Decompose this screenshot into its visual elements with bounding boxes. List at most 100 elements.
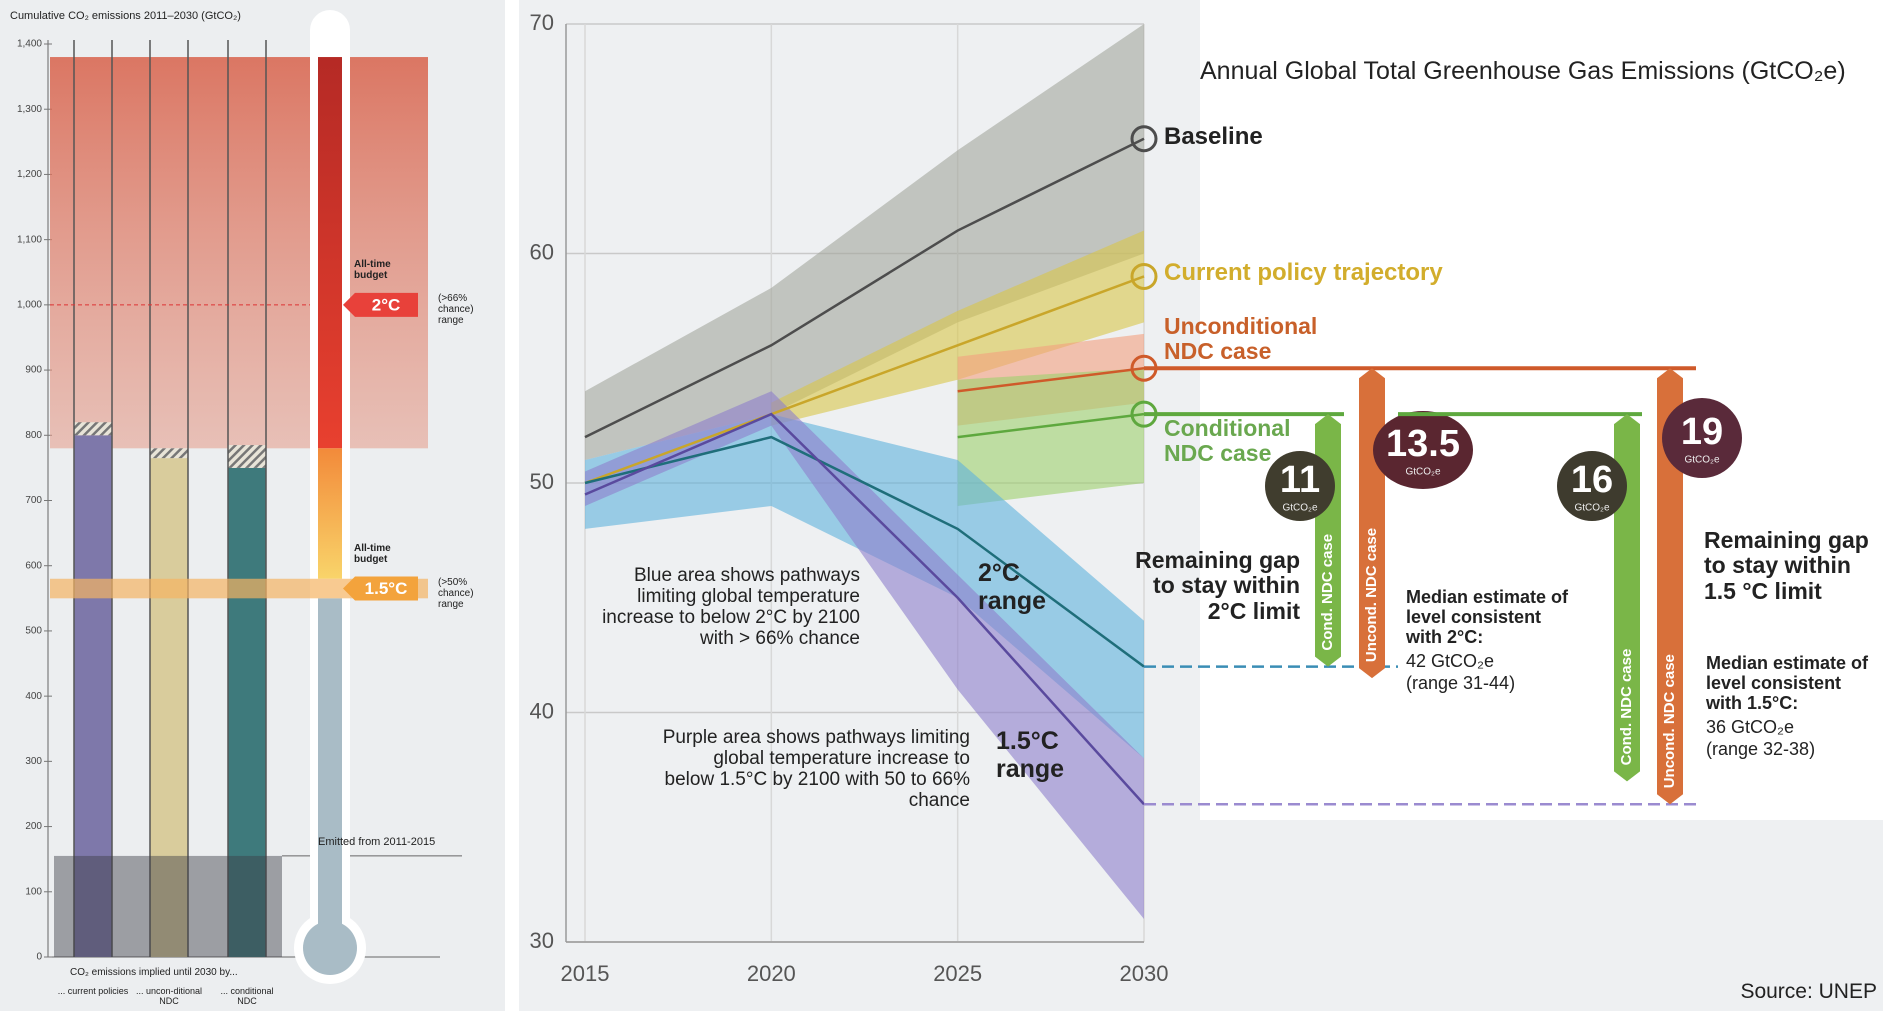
x-tick-label: 2030 <box>1120 961 1169 986</box>
gap-value: 19 <box>1681 411 1723 453</box>
thermometer-red <box>318 57 342 449</box>
bar <box>74 435 112 957</box>
series-label: Baseline <box>1164 123 1263 150</box>
y-tick-label: 100 <box>25 886 42 897</box>
line <box>584 435 1145 668</box>
gap-bubble <box>1662 398 1742 478</box>
corner-bg <box>1200 820 1883 1011</box>
budget-badge <box>343 576 418 601</box>
y-tick-label: 1,200 <box>17 169 42 180</box>
gap-bubble <box>1557 451 1627 521</box>
y-tick-label: 30 <box>530 928 554 953</box>
thermometer-base <box>318 598 342 948</box>
bar-hatch <box>228 445 266 468</box>
y-tick-label: 600 <box>25 560 42 571</box>
series-label: Conditional NDC case <box>1164 415 1291 467</box>
budget-range-band <box>50 57 428 449</box>
y-tick-label: 400 <box>25 691 42 702</box>
budget-badge <box>343 292 418 317</box>
band <box>585 24 1144 461</box>
end-marker <box>1130 125 1158 153</box>
series-label: 2°C range <box>978 559 1047 615</box>
y-tick-label: 50 <box>530 469 554 494</box>
gap-bubble <box>1373 411 1473 489</box>
y-tick-label: 1,100 <box>17 234 42 245</box>
budget-badge-label: 1.5°C <box>365 579 408 598</box>
y-tick-label: 60 <box>530 239 554 264</box>
band <box>957 368 1144 506</box>
budget-label: All-time budget <box>354 258 391 281</box>
gap-unit: GtCO₂e <box>1685 455 1720 466</box>
gap-case-label: Cond. NDC case <box>1618 649 1635 766</box>
median-value: 42 GtCO₂e <box>1406 651 1495 671</box>
median-text: Median estimate of level consistent with… <box>1706 653 1869 713</box>
line <box>584 137 1145 439</box>
thermometer-bulb-fill <box>303 921 357 975</box>
source: Source: UNEP <box>1740 979 1877 1003</box>
budget-badge-label: 2°C <box>372 295 401 314</box>
x-tick-label: ... conditional NDC <box>220 986 274 1006</box>
y-tick-label: 1,300 <box>17 104 42 115</box>
y-tick-label: 0 <box>36 952 42 963</box>
gap-unit: GtCO₂e <box>1283 503 1318 514</box>
range-label: (>66% chance) range <box>438 292 474 326</box>
y-tick-label: 1,400 <box>17 39 42 50</box>
y-tick-label: 40 <box>530 698 554 723</box>
gap-case-label: Uncond. NDC case <box>1363 528 1380 662</box>
gap-case-label: Uncond. NDC case <box>1661 654 1678 788</box>
x-tick-label: 2025 <box>933 961 982 986</box>
emitted-band <box>54 855 282 957</box>
gap-arrow <box>1657 368 1683 805</box>
gap-case-label: Cond. NDC case <box>1319 534 1336 651</box>
end-marker <box>1130 262 1158 290</box>
line <box>957 367 1145 393</box>
bar <box>150 458 188 957</box>
median-value: 36 GtCO₂e <box>1706 717 1795 737</box>
gap-label: Remaining gap to stay within 1.5 °C limi… <box>1704 527 1869 604</box>
annotation: Purple area shows pathways limiting glob… <box>662 727 970 811</box>
gap-value: 16 <box>1571 459 1613 501</box>
budget-range-band <box>50 578 428 599</box>
budget-label: All-time budget <box>354 542 391 565</box>
y-tick-label: 70 <box>530 10 554 35</box>
gap-value: 11 <box>1280 459 1320 501</box>
y-tick-label: 700 <box>25 495 42 506</box>
line <box>584 412 1145 806</box>
x-tick-label: ... uncon-ditional NDC <box>135 986 203 1006</box>
series-label: 1.5°C range <box>996 727 1065 783</box>
end-marker <box>1130 354 1158 382</box>
bar <box>228 467 266 957</box>
range-label: (>50% chance) range <box>438 576 474 610</box>
gap-unit: GtCO₂e <box>1406 467 1441 478</box>
y-tick-label: 1,000 <box>17 299 42 310</box>
bar-hatch <box>150 448 188 459</box>
median-text: Median estimate of level consistent with… <box>1406 587 1569 647</box>
y-tick-label: 300 <box>25 756 42 767</box>
x-tick-label: 2020 <box>747 961 796 986</box>
bar-hatch <box>74 422 112 436</box>
gap-label: Remaining gap to stay within 2°C limit <box>1135 547 1300 624</box>
y-tick-label: 800 <box>25 430 42 441</box>
band <box>585 414 1144 759</box>
series-label: Unconditional NDC case <box>1164 313 1318 365</box>
series-label: Current policy trajectory <box>1164 259 1443 286</box>
y-tick-label: 900 <box>25 365 42 376</box>
x-tick-label: 2015 <box>561 961 610 986</box>
chart-title: Annual Global Total Greenhouse Gas Emiss… <box>1200 57 1846 85</box>
median-range: (range 31-44) <box>1406 673 1516 693</box>
thermometer-orange <box>318 448 342 579</box>
chart-title: Cumulative CO₂ emissions 2011–2030 (GtCO… <box>10 10 241 22</box>
line <box>957 412 1145 439</box>
gap-bubble <box>1265 451 1335 521</box>
emitted-label: Emitted from 2011-2015 <box>318 835 436 848</box>
y-tick-label: 500 <box>25 626 42 637</box>
annotation: Blue area shows pathways limiting global… <box>602 565 860 649</box>
x-tick-label: ... current policies <box>57 986 129 996</box>
median-range: (range 32-38) <box>1706 739 1816 759</box>
line <box>584 275 1145 485</box>
x-axis-label: CO₂ emissions implied until 2030 by... <box>70 967 238 978</box>
y-tick-label: 200 <box>25 821 42 832</box>
band <box>771 230 1144 426</box>
